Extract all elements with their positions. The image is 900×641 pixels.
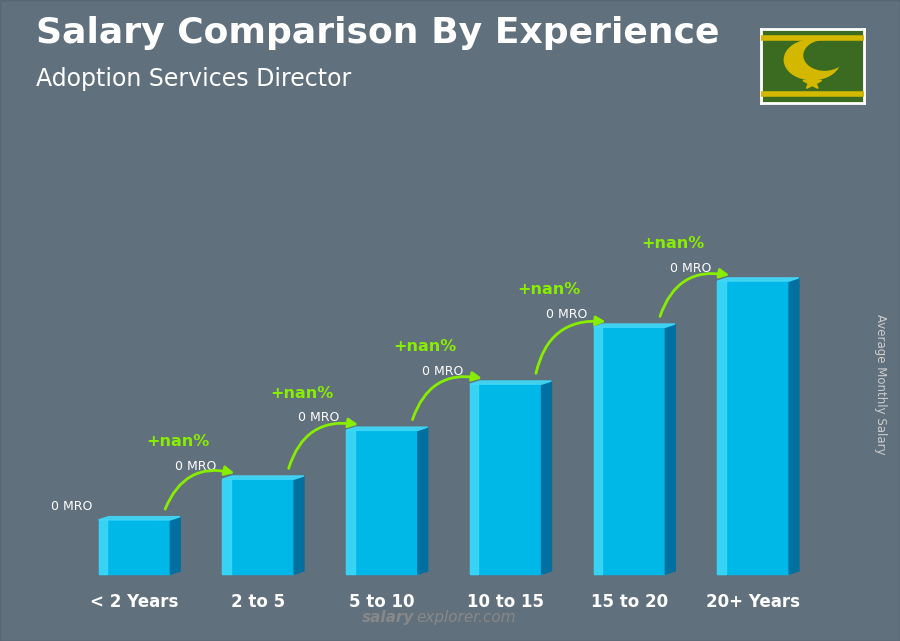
- Polygon shape: [99, 517, 180, 520]
- Polygon shape: [594, 328, 665, 574]
- Polygon shape: [346, 427, 428, 430]
- Polygon shape: [470, 381, 552, 384]
- Polygon shape: [294, 476, 304, 574]
- Polygon shape: [222, 476, 304, 479]
- Polygon shape: [470, 384, 479, 574]
- Text: Average Monthly Salary: Average Monthly Salary: [874, 314, 886, 455]
- Text: explorer.com: explorer.com: [416, 610, 516, 625]
- Polygon shape: [594, 324, 675, 328]
- Polygon shape: [222, 479, 231, 574]
- Circle shape: [784, 40, 841, 79]
- Polygon shape: [470, 384, 542, 574]
- Polygon shape: [346, 430, 355, 574]
- Polygon shape: [717, 281, 789, 574]
- Circle shape: [804, 40, 845, 70]
- Text: +nan%: +nan%: [270, 385, 333, 401]
- Text: +nan%: +nan%: [146, 435, 210, 449]
- Polygon shape: [418, 427, 428, 574]
- Polygon shape: [542, 381, 552, 574]
- Text: 0 MRO: 0 MRO: [670, 262, 711, 274]
- Polygon shape: [170, 517, 180, 574]
- Polygon shape: [789, 278, 799, 574]
- Text: Salary Comparison By Experience: Salary Comparison By Experience: [36, 16, 719, 50]
- Text: salary: salary: [362, 610, 414, 625]
- Polygon shape: [717, 278, 799, 281]
- Polygon shape: [99, 520, 107, 574]
- Text: 0 MRO: 0 MRO: [546, 308, 588, 320]
- Text: +nan%: +nan%: [641, 237, 705, 251]
- Polygon shape: [594, 328, 602, 574]
- Polygon shape: [803, 76, 822, 88]
- Polygon shape: [222, 479, 294, 574]
- Text: 0 MRO: 0 MRO: [51, 501, 93, 513]
- Polygon shape: [665, 324, 675, 574]
- Text: 0 MRO: 0 MRO: [422, 365, 464, 378]
- Polygon shape: [717, 281, 726, 574]
- Text: Adoption Services Director: Adoption Services Director: [36, 67, 351, 91]
- Text: 0 MRO: 0 MRO: [299, 411, 340, 424]
- Polygon shape: [346, 430, 418, 574]
- Text: +nan%: +nan%: [393, 339, 457, 354]
- Polygon shape: [99, 520, 170, 574]
- Text: +nan%: +nan%: [518, 283, 580, 297]
- Text: 0 MRO: 0 MRO: [175, 460, 216, 472]
